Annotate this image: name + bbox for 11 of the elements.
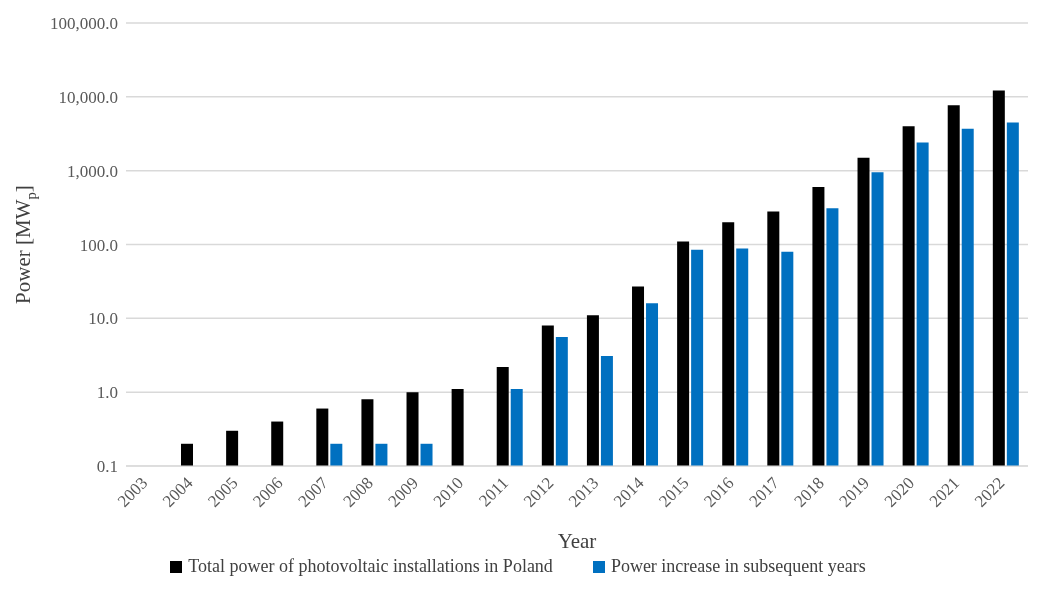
y-tick-label: 10,000.0 [58,87,118,107]
y-tick-label: 0.1 [96,457,118,477]
y-tick-label: 1,000.0 [67,161,118,181]
y-tick-label: 1.0 [96,383,118,403]
x-axis-title: Year [557,529,597,553]
legend-label: Total power of photovoltaic installations in Poland [188,556,553,577]
y-tick-label: 100,000.0 [50,14,118,34]
x-tick-label: 2011 [475,473,513,511]
y-tick-label: 10.0 [88,309,118,329]
y-tick-label: 100.0 [79,235,118,255]
legend-label: Power increase in subsequent years [610,556,866,577]
